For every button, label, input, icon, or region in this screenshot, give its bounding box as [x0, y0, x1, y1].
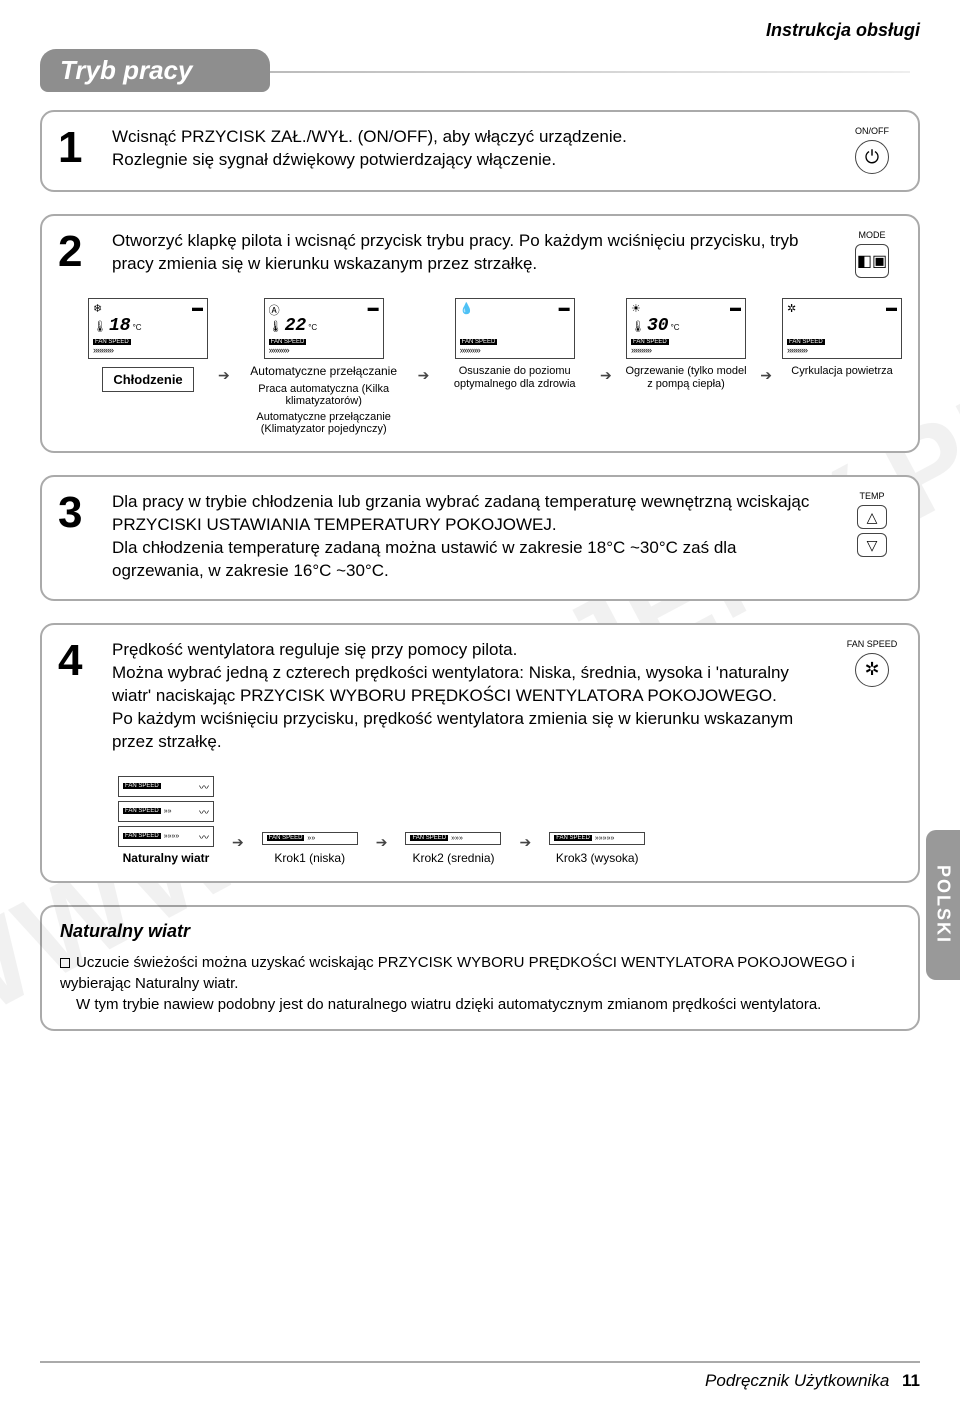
auto-icon: Ⓐ: [269, 302, 280, 316]
arrow-icon: ➔: [216, 367, 232, 384]
natural-wind-title: Naturalny wiatr: [60, 921, 900, 942]
temp-icon-col: TEMP △ ▽: [842, 491, 902, 557]
drop-icon: 💧: [460, 302, 474, 316]
step-1-line1: Wcisnąć PRZYCISK ZAŁ./WYŁ. (ON/OFF), aby…: [112, 127, 627, 146]
power-icon[interactable]: ⏻: [855, 140, 889, 174]
fan-natural-col: FAN SPEED〰 FAN SPEED»»〰 FAN SPEED»»»»〰 N…: [118, 776, 214, 865]
lcd-heat-temp: 30: [647, 316, 669, 336]
step-3-line2: Dla chłodzenia temperaturę zadaną można …: [112, 538, 737, 580]
mode-heat-caption: Ogrzewanie (tylko model z pompą ciepła): [622, 365, 751, 390]
mode-label: MODE: [842, 230, 902, 240]
fan-icon[interactable]: ✲: [855, 653, 889, 687]
language-tab: POLSKI: [926, 830, 960, 980]
fan-step1-caption: Krok1 (niska): [274, 851, 345, 865]
natural-wind-p2: W tym trybie nawiew podobny jest do natu…: [76, 994, 821, 1015]
mode-auto: Ⓐ▬ 🌡22°C FAN SPEED »»»»» Automatyczne pr…: [240, 298, 408, 435]
fan-step2-caption: Krok2 (srednia): [412, 851, 494, 865]
fan-pill: FAN SPEED»»»: [405, 832, 501, 845]
mode-heat: ☀▬ 🌡30°C FAN SPEED »»»»» Ogrzewanie (tyl…: [622, 298, 751, 390]
fan-step3-caption: Krok3 (wysoka): [556, 851, 639, 865]
step-4-number: 4: [58, 639, 98, 683]
fan-natural-caption: Naturalny wiatr: [123, 851, 210, 865]
temp-down-button[interactable]: ▽: [857, 533, 887, 557]
mode-icon[interactable]: ◧▣: [855, 244, 889, 278]
step-3-line1: Dla pracy w trybie chłodzenia lub grzani…: [112, 492, 809, 534]
mode-dry-caption: Osuszanie do poziomu optymalnego dla zdr…: [439, 365, 590, 390]
lcd-fan: ✲▬ FAN SPEED »»»»»: [782, 298, 902, 359]
step-1-number: 1: [58, 126, 98, 170]
lcd-auto-temp: 22: [285, 316, 307, 336]
footer-text: Podręcznik Użytkownika: [705, 1371, 889, 1390]
step-2-text: Otworzyć klapkę pilota i wcisnąć przycis…: [112, 230, 828, 276]
fan-step1-col: FAN SPEED»» Krok1 (niska): [262, 832, 358, 865]
lcd-dry: 💧▬ FAN SPEED »»»»»: [455, 298, 575, 359]
step-2-number: 2: [58, 230, 98, 274]
natural-wind-p1: Uczucie świeżości można uzyskać wciskają…: [60, 954, 855, 992]
step-1-text: Wcisnąć PRZYCISK ZAŁ./WYŁ. (ON/OFF), aby…: [112, 126, 828, 172]
mode-auto-caption: Automatyczne przełączanie: [250, 365, 397, 379]
step-1-line2: Rozlegnie się sygnał dźwiękowy potwierdz…: [112, 150, 556, 169]
arrow-icon: ➔: [519, 834, 531, 851]
square-bullet-icon: [60, 958, 70, 968]
onoff-label: ON/OFF: [842, 126, 902, 136]
fan-pill: FAN SPEED»»»»»: [549, 832, 645, 845]
fan-step2-col: FAN SPEED»»» Krok2 (srednia): [405, 832, 501, 865]
step-2-box: 2 Otworzyć klapkę pilota i wcisnąć przyc…: [40, 214, 920, 453]
step-4-line2: Można wybrać jedną z czterech prędkości …: [112, 663, 789, 705]
mode-cool: ❄▬ 🌡18°C FAN SPEED »»»»» Chłodzenie: [88, 298, 208, 392]
mode-fan-caption: Cyrkulacja powietrza: [791, 365, 892, 378]
header-subtitle: Instrukcja obsługi: [40, 20, 920, 41]
step-4-text: Prędkość wentylatora reguluje się przy p…: [112, 639, 828, 754]
fanspeed-label: FAN SPEED: [842, 639, 902, 649]
temp-up-button[interactable]: △: [857, 505, 887, 529]
fan-speed-sequence: FAN SPEED〰 FAN SPEED»»〰 FAN SPEED»»»»〰 N…: [118, 776, 902, 865]
natural-wind-box: Naturalny wiatr Uczucie świeżości można …: [40, 905, 920, 1031]
arrow-icon: ➔: [232, 834, 244, 851]
fan-mode-icon: ✲: [787, 302, 796, 316]
step-4-line1: Prędkość wentylatora reguluje się przy p…: [112, 640, 517, 659]
lcd-cool: ❄▬ 🌡18°C FAN SPEED »»»»»: [88, 298, 208, 359]
mode-auto-sub1: Praca automatyczna (Kilka klimatyzatorów…: [240, 383, 408, 407]
fan-pill: FAN SPEED»»〰: [118, 801, 214, 822]
onoff-icon-col: ON/OFF ⏻: [842, 126, 902, 174]
arrow-icon: ➔: [416, 367, 432, 384]
page-footer: Podręcznik Użytkownika 11: [40, 1361, 920, 1391]
natural-wind-body: Uczucie świeżości można uzyskać wciskają…: [60, 952, 900, 1015]
fanspeed-icon-col: FAN SPEED ✲: [842, 639, 902, 687]
page-title: Tryb pracy: [40, 49, 270, 92]
fan-pill: FAN SPEED»»»»〰: [118, 826, 214, 847]
mode-auto-sub2: Automatyczne przełączanie (Klimatyzator …: [240, 411, 408, 435]
fan-pill: FAN SPEED〰: [118, 776, 214, 797]
step-4-line3: Po każdym wciśnięciu przycisku, prędkość…: [112, 709, 793, 751]
fan-step3-col: FAN SPEED»»»»» Krok3 (wysoka): [549, 832, 645, 865]
mode-dry: 💧▬ FAN SPEED »»»»» Osuszanie do poziomu …: [439, 298, 590, 390]
temp-label: TEMP: [842, 491, 902, 501]
mode-fan: ✲▬ FAN SPEED »»»»» Cyrkulacja powietrza: [782, 298, 902, 378]
arrow-icon: ➔: [758, 367, 774, 384]
sun-icon: ☀: [631, 302, 641, 316]
arrow-icon: ➔: [376, 834, 388, 851]
lcd-heat: ☀▬ 🌡30°C FAN SPEED »»»»»: [626, 298, 746, 359]
fan-pill: FAN SPEED»»: [262, 832, 358, 845]
step-4-box: 4 Prędkość wentylatora reguluje się przy…: [40, 623, 920, 883]
lcd-cool-temp: 18: [109, 316, 131, 336]
footer-page-number: 11: [902, 1371, 920, 1390]
arrow-icon: ➔: [598, 367, 614, 384]
step-3-text: Dla pracy w trybie chłodzenia lub grzani…: [112, 491, 828, 583]
step-3-box: 3 Dla pracy w trybie chłodzenia lub grza…: [40, 475, 920, 601]
step-3-number: 3: [58, 491, 98, 535]
snowflake-icon: ❄: [93, 302, 102, 316]
mode-sequence: ❄▬ 🌡18°C FAN SPEED »»»»» Chłodzenie ➔ Ⓐ▬…: [88, 298, 902, 435]
mode-cool-caption: Chłodzenie: [102, 367, 193, 392]
step-1-box: 1 Wcisnąć PRZYCISK ZAŁ./WYŁ. (ON/OFF), a…: [40, 110, 920, 192]
mode-icon-col: MODE ◧▣: [842, 230, 902, 278]
lcd-auto: Ⓐ▬ 🌡22°C FAN SPEED »»»»»: [264, 298, 384, 359]
